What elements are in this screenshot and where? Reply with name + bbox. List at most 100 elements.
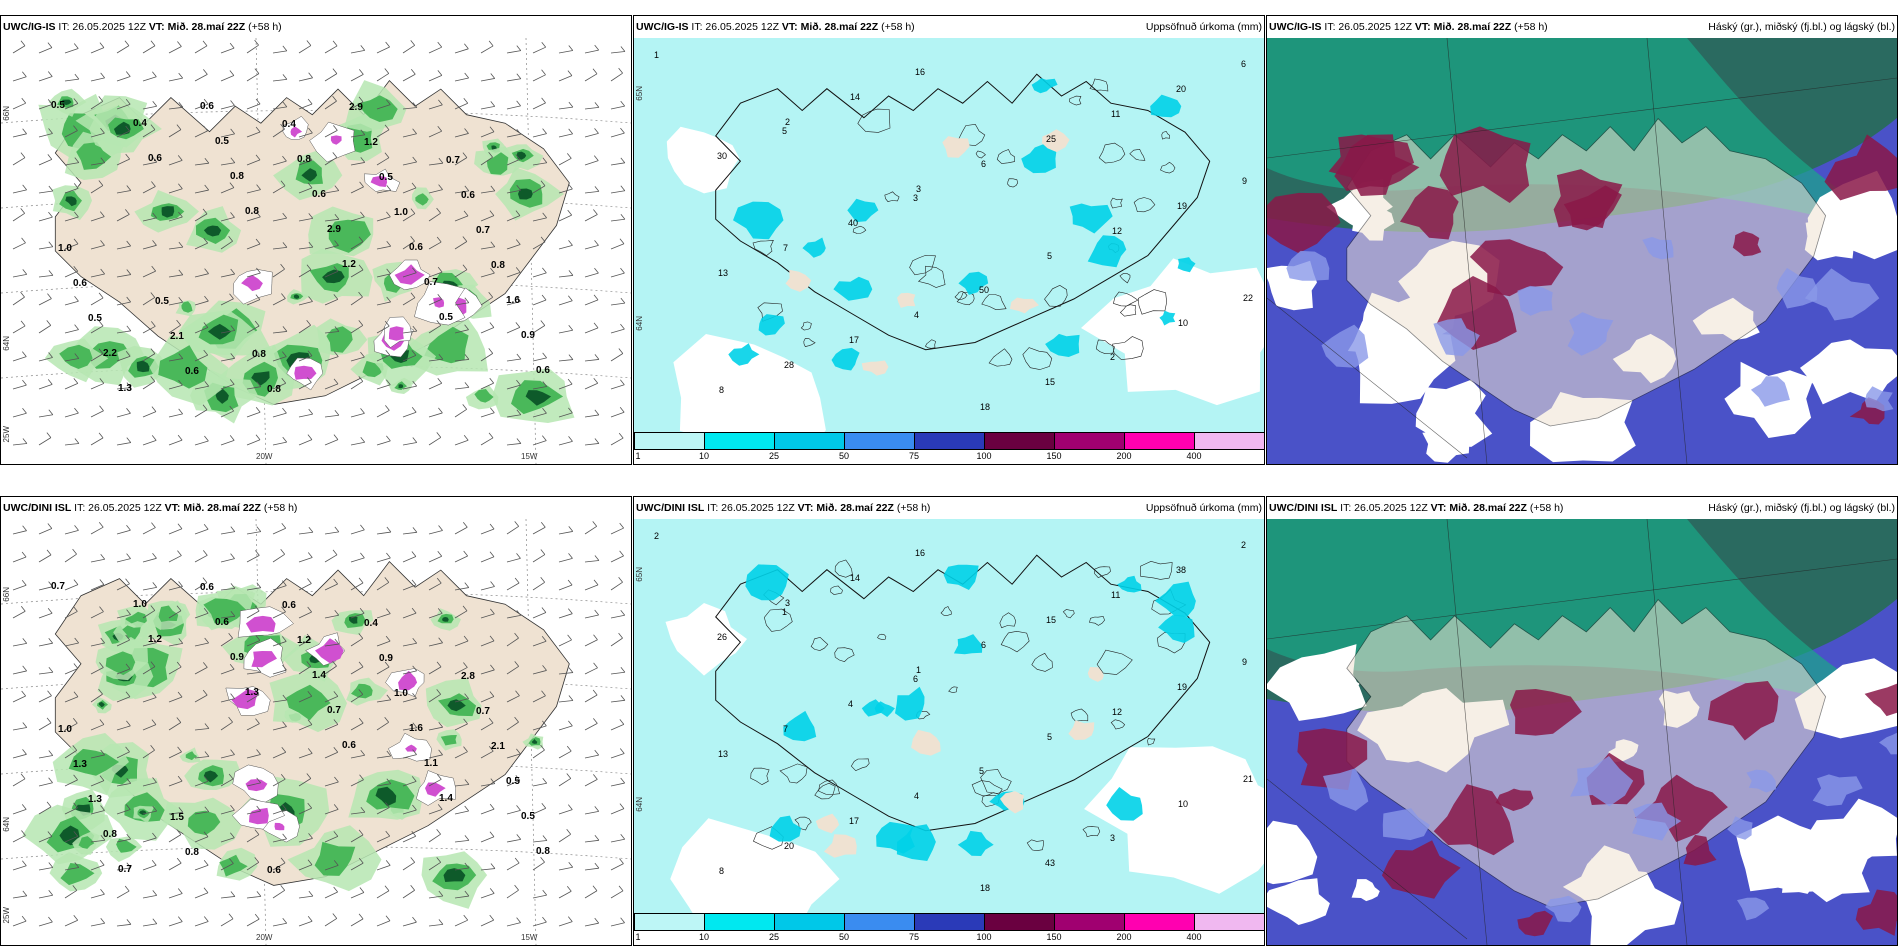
valid-time: VT: Mið. 28.maí 22Z [1430, 502, 1527, 514]
colorbar-swatch [1194, 432, 1264, 450]
precip-value-label: 0.8 [267, 384, 281, 395]
precip-value-label: 0.4 [133, 118, 147, 129]
colorbar-swatch [634, 913, 705, 931]
precip-value-label: 0.5 [506, 776, 520, 787]
panel-precip-bottom: UWC/DINI ISL IT: 26.05.2025 12Z VT: Mið.… [633, 496, 1265, 946]
colorbar-swatch [774, 913, 845, 931]
colorbar-tick-label: 25 [768, 451, 780, 461]
precip-value-label: 2 [654, 531, 659, 541]
precip-value-label: 19 [1177, 682, 1187, 692]
lon-label: 25W [2, 907, 11, 924]
precip-value-label: 0.8 [491, 260, 505, 271]
precip-map: 1235108146122228162519131718119741520304… [634, 38, 1264, 432]
precip-value-label: 4 [848, 699, 853, 709]
precip-value-label: 0.5 [439, 312, 453, 323]
model-name: UWC/IG-IS [3, 21, 56, 33]
valid-time: VT: Mið. 28.maí 22Z [1414, 21, 1512, 33]
precip-value-label: 0.9 [521, 330, 535, 341]
precip-value-label: 16 [915, 67, 925, 77]
panel-field-label: Uppsöfnuð úrkoma (mm) [1145, 21, 1262, 33]
precip-value-label: 0.6 [200, 101, 214, 112]
iceland-outline [715, 73, 1211, 351]
valid-time: VT: Mið. 28.maí 22Z [797, 502, 894, 514]
precip-value-label: 0.7 [424, 277, 438, 288]
precip-value-label: 0.5 [379, 172, 393, 183]
precip-value-label: 0.5 [88, 313, 102, 324]
model-name: UWC/IG-IS [1269, 21, 1322, 33]
precip-value-label: 2.1 [491, 741, 505, 752]
precip-value-label: 2 [1241, 540, 1246, 550]
precip-value-label: 3 [1110, 833, 1115, 843]
precip-value-label: 1 [654, 50, 659, 60]
colorbar-tick-label: 50 [838, 451, 850, 461]
precip-value-label: 0.5 [215, 136, 229, 147]
precip-value-label: 0.6 [461, 190, 475, 201]
panel-field-label: Háský (gr.), miðský (fj.bl.) og lágský (… [1708, 502, 1895, 514]
colorbar-swatch [844, 432, 915, 450]
lat-label: 66N [2, 106, 11, 121]
precip-value-label: 1.0 [58, 243, 72, 254]
precip-colorbar: 1 10 25 50 75 100 150 200 400 [634, 432, 1264, 464]
panel-precip-top: UWC/IG-IS IT: 26.05.2025 12Z VT: Mið. 28… [633, 15, 1265, 465]
lat-label: 64N [2, 336, 11, 351]
precip-colorbar: 1 10 25 50 75 100 150 200 400 [634, 913, 1264, 945]
precip-value-label: 2.1 [170, 331, 184, 342]
lead-time: (+58 h) [1526, 502, 1564, 514]
panel-cloud-top: UWC/IG-IS IT: 26.05.2025 12Z VT: Mið. 28… [1266, 15, 1898, 465]
colorbar-swatch [704, 913, 775, 931]
colorbar-swatch [984, 432, 1055, 450]
panel-wind-top: UWC/IG-IS IT: 26.05.2025 12Z VT: Mið. 28… [0, 15, 632, 465]
precip-value-label: 2.9 [327, 224, 341, 235]
init-time: IT: 26.05.2025 12Z [688, 21, 782, 33]
precip-value-label: 0.6 [282, 600, 296, 611]
precip-value-label: 15 [1045, 377, 1055, 387]
precip-value-label: 1.2 [148, 634, 162, 645]
lon-label: 25W [2, 426, 11, 443]
precip-value-label: 1.3 [88, 794, 102, 805]
precip-value-label: 0.6 [215, 617, 229, 628]
precip-value-label: 2.9 [349, 102, 363, 113]
colorbar-tick-label: 1 [635, 932, 641, 942]
precip-value-label: 26 [717, 632, 727, 642]
precip-value-label: 0.5 [51, 100, 65, 111]
precip-value-label: 0.6 [536, 365, 550, 376]
colorbar-tick-label: 150 [1046, 451, 1062, 461]
precip-value-label: 1.2 [364, 137, 378, 148]
precip-value-label: 7 [783, 243, 788, 253]
precip-value-label: 7 [783, 724, 788, 734]
model-name: UWC/IG-IS [636, 21, 689, 33]
lon-label: 20W [256, 933, 273, 942]
lat-label: 65N [635, 567, 644, 582]
colorbar-swatch [1124, 432, 1195, 450]
precip-value-label: 20 [784, 841, 794, 851]
colorbar-tick-label: 75 [908, 451, 920, 461]
precip-value-label: 0.8 [103, 829, 117, 840]
precip-value-label: 17 [849, 816, 859, 826]
precip-value-label: 22 [1243, 293, 1253, 303]
wind-map: 0.5 0.6 0.8 1.2 0.5 0.6 0.4 0.8 2.9 0.7 0.9 1.3 0.5 0… [1, 38, 631, 464]
panel-wind-bottom: UWC/DINI ISL IT: 26.05.2025 12Z VT: Mið.… [0, 496, 632, 946]
precip-value-label: 10 [1178, 318, 1188, 328]
lead-time: (+58 h) [260, 502, 298, 514]
colorbar-swatch [1054, 432, 1125, 450]
precip-value-label: 30 [717, 151, 727, 161]
colorbar-swatch [1054, 913, 1125, 931]
precip-value-label: 0.9 [379, 653, 393, 664]
precip-value-label: 0.7 [476, 225, 490, 236]
colorbar-swatch [1124, 913, 1195, 931]
precip-value-label: 0.5 [155, 296, 169, 307]
colorbar-swatch [774, 432, 845, 450]
precip-value-label: 8 [719, 385, 724, 395]
precip-value-label: 6 [913, 674, 918, 684]
valid-time: VT: Mið. 28.maí 22Z [781, 21, 879, 33]
init-time: IT: 26.05.2025 12Z [55, 21, 149, 33]
precip-value-label: 13 [718, 268, 728, 278]
precip-value-label: 4 [914, 310, 919, 320]
precip-value-label: 0.7 [118, 864, 132, 875]
precip-value-label: 43 [1045, 858, 1055, 868]
precip-value-label: 11 [1111, 590, 1120, 600]
precip-value-label: 5 [1047, 251, 1052, 261]
colorbar-tick-label: 400 [1186, 932, 1202, 942]
precip-value-label: 1.0 [394, 688, 408, 699]
precip-value-label: 0.8 [297, 154, 311, 165]
